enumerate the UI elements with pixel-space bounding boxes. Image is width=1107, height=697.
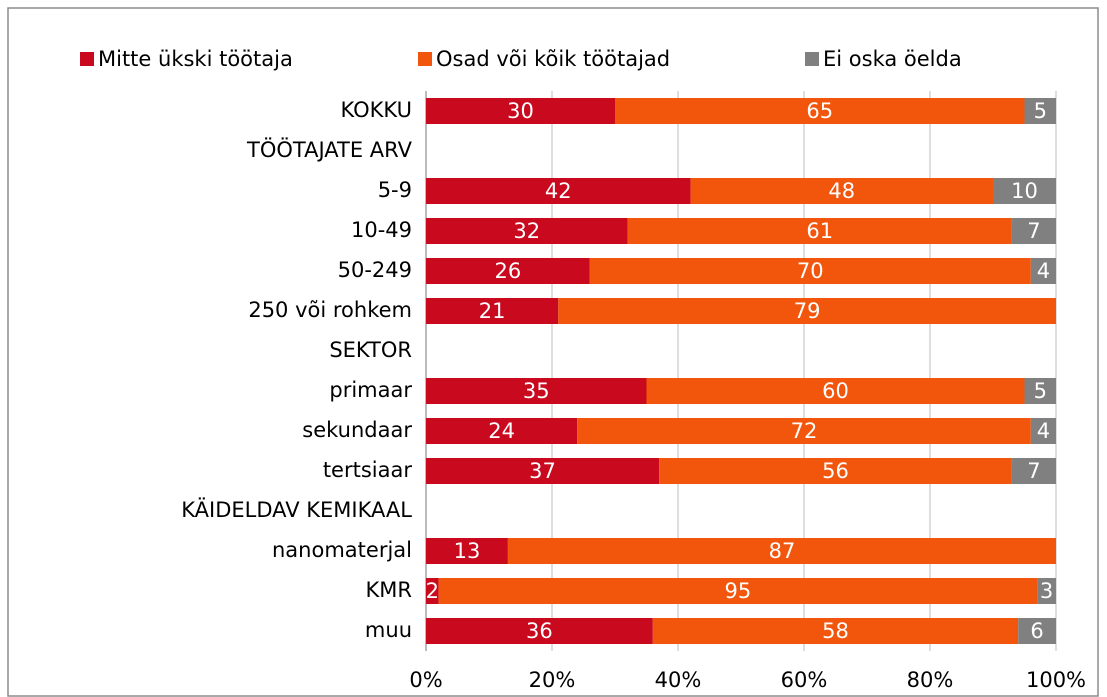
- data-label: 4: [1037, 259, 1050, 283]
- data-label: 37: [529, 459, 556, 483]
- bar-segment: [426, 418, 578, 444]
- data-label: 56: [822, 459, 849, 483]
- bar-segment: [627, 218, 1012, 244]
- bar-segment: [426, 458, 660, 484]
- bar-segment: [438, 578, 1038, 604]
- legend-swatch: [418, 52, 432, 66]
- bar-segment: [426, 218, 628, 244]
- data-label: 21: [479, 299, 506, 323]
- data-label: 95: [724, 579, 751, 603]
- x-tick-label: 0%: [409, 668, 442, 692]
- bar-segment: [1024, 378, 1056, 404]
- bar-segment: [1018, 618, 1056, 644]
- data-label: 5: [1034, 99, 1047, 123]
- bar-segment: [652, 618, 1019, 644]
- bar-segment: [426, 538, 508, 564]
- legend-label: Mitte ükski töötaja: [98, 47, 293, 71]
- data-label: 4: [1037, 419, 1050, 443]
- bar-segment: [646, 378, 1025, 404]
- y-tick-label: KMR: [366, 578, 412, 602]
- data-label: 7: [1027, 219, 1040, 243]
- bar-segment: [558, 298, 1056, 324]
- data-label: 65: [806, 99, 833, 123]
- y-tick-label: muu: [365, 618, 412, 642]
- data-label: 48: [828, 179, 855, 203]
- bar-segment: [993, 178, 1056, 204]
- legend-swatch: [805, 52, 819, 66]
- bar-segment: [577, 418, 1031, 444]
- data-label: 24: [488, 419, 515, 443]
- y-tick-label: KOKKU: [340, 98, 412, 122]
- data-label: 79: [794, 299, 821, 323]
- data-label: 10: [1011, 179, 1038, 203]
- y-tick-label: sekundaar: [302, 418, 412, 442]
- y-tick-label: primaar: [329, 378, 412, 402]
- data-label: 70: [797, 259, 824, 283]
- bar-segment: [1024, 98, 1056, 124]
- bar-segment: [659, 458, 1012, 484]
- bar-segment: [426, 378, 647, 404]
- x-tick-label: 80%: [907, 668, 954, 692]
- data-label: 32: [513, 219, 540, 243]
- data-label: 58: [822, 619, 849, 643]
- data-label: 42: [545, 179, 572, 203]
- data-label: 60: [822, 379, 849, 403]
- data-label: 87: [769, 539, 796, 563]
- data-label: 5: [1034, 379, 1047, 403]
- data-label: 61: [806, 219, 833, 243]
- data-label: 26: [495, 259, 522, 283]
- bar-segment: [1030, 418, 1056, 444]
- legend-label: Ei oska öelda: [823, 47, 962, 71]
- bar-segment: [426, 298, 559, 324]
- bar-segment: [615, 98, 1025, 124]
- data-label: 35: [523, 379, 550, 403]
- bar-segment: [426, 258, 590, 284]
- bar-segment: [507, 538, 1056, 564]
- bar-segment: [426, 618, 653, 644]
- bar-segment: [1037, 578, 1056, 604]
- data-label: 6: [1030, 619, 1043, 643]
- x-tick-label: 20%: [529, 668, 576, 692]
- y-tick-label: 250 või rohkem: [248, 298, 412, 322]
- bar-segment: [426, 98, 615, 124]
- bar-segment: [690, 178, 993, 204]
- bar-segment: [426, 178, 691, 204]
- x-tick-label: 100%: [1026, 668, 1086, 692]
- y-tick-label: 50-249: [338, 258, 412, 282]
- data-label: 30: [507, 99, 534, 123]
- data-label: 3: [1040, 579, 1053, 603]
- y-tick-label: KÄIDELDAV KEMIKAAL: [181, 497, 412, 522]
- bar-segment: [426, 578, 439, 604]
- data-label: 7: [1027, 459, 1040, 483]
- x-tick-label: 40%: [655, 668, 702, 692]
- y-tick-label: 10-49: [351, 218, 412, 242]
- data-label: 2: [426, 579, 439, 603]
- bar-segment: [1011, 218, 1056, 244]
- y-tick-label: tertsiaar: [323, 458, 413, 482]
- y-tick-label: TÖÖTAJATE ARV: [246, 137, 413, 162]
- legend-swatch: [80, 52, 94, 66]
- y-tick-label: 5-9: [378, 178, 412, 202]
- legend-label: Osad või kõik töötajad: [436, 47, 670, 71]
- data-label: 13: [454, 539, 481, 563]
- y-tick-label: SEKTOR: [329, 338, 412, 362]
- bar-segment: [589, 258, 1031, 284]
- data-label: 36: [526, 619, 553, 643]
- y-tick-label: nanomaterjal: [272, 538, 412, 562]
- bar-segment: [1011, 458, 1056, 484]
- x-tick-label: 60%: [781, 668, 828, 692]
- bar-segment: [1030, 258, 1056, 284]
- data-label: 72: [791, 419, 818, 443]
